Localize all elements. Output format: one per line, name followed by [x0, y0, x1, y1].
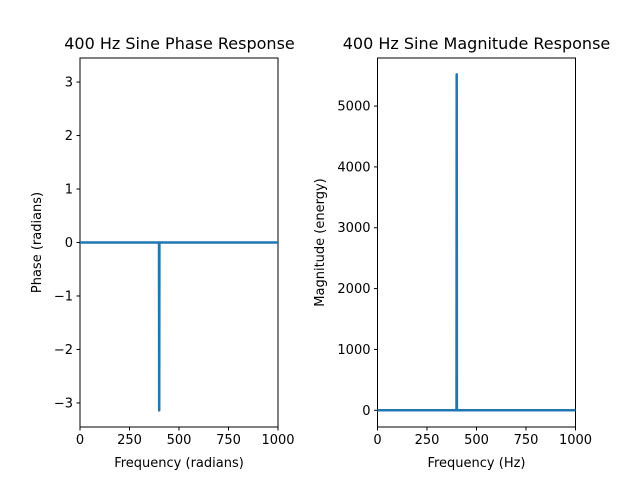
phase-series-line	[80, 241, 278, 412]
magnitude-y-tick-label: 0	[362, 404, 370, 419]
phase-y-tick-label: −2	[54, 343, 73, 358]
magnitude-chart-title: 400 Hz Sine Magnitude Response	[343, 34, 611, 53]
phase-series	[80, 241, 278, 412]
phase-y-tick-label: −1	[54, 289, 73, 304]
magnitude-y-tick-label: 3000	[337, 221, 370, 236]
magnitude-response-panel: 400 Hz Sine Magnitude Response 0 250 500 75…	[313, 34, 610, 471]
magnitude-y-axis-label: Magnitude (energy)	[313, 178, 328, 306]
magnitude-x-tick-label: 250	[415, 433, 440, 448]
magnitude-plot-area	[377, 57, 576, 428]
phase-x-tick-label: 750	[216, 433, 241, 448]
phase-y-axis-label: Phase (radians)	[30, 192, 45, 293]
magnitude-x-tick-label: 1000	[559, 433, 592, 448]
phase-ticks: 0 250 500 750 1000 −3 −2 −1 0 1 2 3	[54, 76, 295, 448]
magnitude-y-tick-label: 2000	[337, 282, 370, 297]
phase-y-tick-label: −3	[54, 396, 73, 411]
phase-y-tick-label: 1	[65, 183, 73, 198]
magnitude-y-tick-label: 4000	[337, 160, 370, 175]
phase-y-tick-label: 2	[65, 129, 73, 144]
magnitude-series	[377, 73, 576, 412]
magnitude-series-line	[377, 73, 576, 412]
phase-x-tick-label: 500	[167, 433, 192, 448]
phase-y-tick-label: 3	[65, 76, 73, 91]
phase-x-tick-label: 1000	[261, 433, 294, 448]
phase-x-tick-label: 0	[76, 433, 84, 448]
magnitude-x-tick-label: 0	[373, 433, 381, 448]
phase-x-tick-label: 250	[117, 433, 142, 448]
magnitude-y-tick-label: 1000	[337, 343, 370, 358]
magnitude-ticks: 0 250 500 750 1000 0 1000 2000 3000 4000 5000	[337, 100, 592, 448]
phase-chart-title: 400 Hz Sine Phase Response	[64, 34, 295, 53]
phase-y-tick-label: 0	[65, 236, 73, 251]
magnitude-y-tick-label: 5000	[337, 100, 370, 115]
phase-response-panel: 400 Hz Sine Phase Response 0 250 500 750 100…	[30, 34, 295, 471]
magnitude-x-axis-label: Frequency (Hz)	[427, 456, 525, 471]
phase-x-axis-label: Frequency (radians)	[114, 456, 244, 471]
magnitude-x-tick-label: 750	[514, 433, 539, 448]
magnitude-x-tick-label: 500	[464, 433, 489, 448]
